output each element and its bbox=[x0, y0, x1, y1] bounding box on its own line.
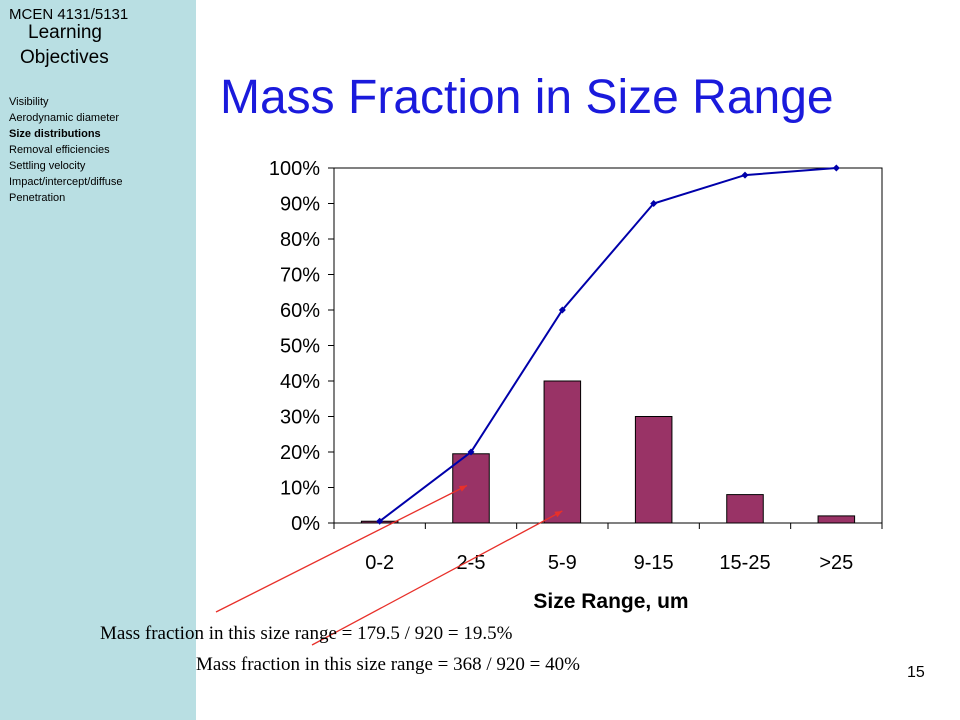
y-tick-label: 80% bbox=[280, 229, 320, 251]
x-tick-label: 9-15 bbox=[634, 552, 674, 574]
topic-item: Aerodynamic diameter bbox=[9, 112, 120, 124]
plot-area: 0% 10% 20% 30% 40% 50% 60% 70% 80% 90% 100% 0-2 2-5 5… bbox=[215, 158, 883, 646]
y-tick-label: 10% bbox=[280, 478, 320, 500]
x-tick-label: 0-2 bbox=[365, 552, 394, 574]
line-point bbox=[376, 517, 384, 525]
topic-item: Penetration bbox=[9, 192, 66, 204]
topic-item: Visibility bbox=[9, 96, 49, 108]
topic-item: Removal efficiencies bbox=[9, 144, 110, 156]
bar bbox=[452, 453, 490, 524]
annotation-arrow bbox=[311, 510, 563, 646]
topic-item: Impact/intercept/diffuse bbox=[9, 176, 123, 188]
topic-list: Visibility Aerodynamic diameter Size dis… bbox=[9, 94, 123, 206]
y-tick-label: 50% bbox=[280, 336, 320, 358]
y-tick-label: 90% bbox=[280, 194, 320, 216]
annotation-arrow bbox=[215, 484, 468, 613]
objectives-line-1: Learning bbox=[28, 22, 102, 43]
bar bbox=[634, 416, 673, 524]
annotation-arrowhead bbox=[459, 485, 467, 492]
y-tick-label: 0% bbox=[291, 513, 320, 535]
annotation-note-1: Mass fraction in this size range = 179.5… bbox=[100, 623, 513, 644]
sidebar: MCEN 4131/5131 Learning Objectives Visib… bbox=[0, 0, 196, 720]
y-tick-label: 100% bbox=[269, 158, 320, 180]
bar bbox=[726, 494, 764, 524]
plot-frame bbox=[333, 167, 883, 524]
annotation-arrowhead bbox=[554, 511, 563, 518]
line-point bbox=[832, 164, 840, 172]
topic-item-active: Size distributions bbox=[9, 128, 101, 140]
line-point bbox=[650, 200, 658, 207]
learning-objectives-heading: Learning Objectives bbox=[20, 20, 109, 70]
x-axis-label: Size Range, um bbox=[533, 590, 688, 613]
y-tick-label: 40% bbox=[280, 371, 320, 393]
page-number: 15 bbox=[907, 664, 925, 681]
topic-item: Settling velocity bbox=[9, 160, 86, 172]
cumulative-line bbox=[379, 167, 837, 523]
x-tick-label: 5-9 bbox=[548, 552, 577, 574]
annotation-note-2: Mass fraction in this size range = 368 /… bbox=[196, 654, 580, 675]
x-tick-label: 15-25 bbox=[719, 552, 770, 574]
bar bbox=[817, 515, 856, 524]
course-label: MCEN 4131/5131 bbox=[9, 6, 129, 23]
y-tick-label: 60% bbox=[280, 300, 320, 322]
y-tick-label: 30% bbox=[280, 407, 320, 429]
slide-title: Mass Fraction in Size Range bbox=[220, 71, 834, 124]
y-tick-label: 70% bbox=[280, 265, 320, 287]
y-tick-label: 20% bbox=[280, 442, 320, 464]
x-tick-label: 2-5 bbox=[457, 552, 486, 574]
line-point bbox=[558, 306, 566, 314]
bar bbox=[543, 380, 582, 524]
x-tick-label: >25 bbox=[819, 552, 853, 574]
line-point bbox=[467, 448, 475, 456]
line-point bbox=[741, 171, 749, 179]
objectives-line-2: Objectives bbox=[20, 47, 109, 68]
